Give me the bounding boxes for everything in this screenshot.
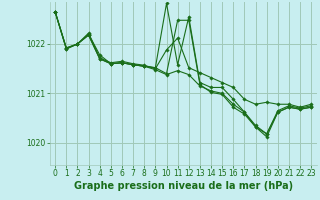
X-axis label: Graphe pression niveau de la mer (hPa): Graphe pression niveau de la mer (hPa) <box>74 181 293 191</box>
